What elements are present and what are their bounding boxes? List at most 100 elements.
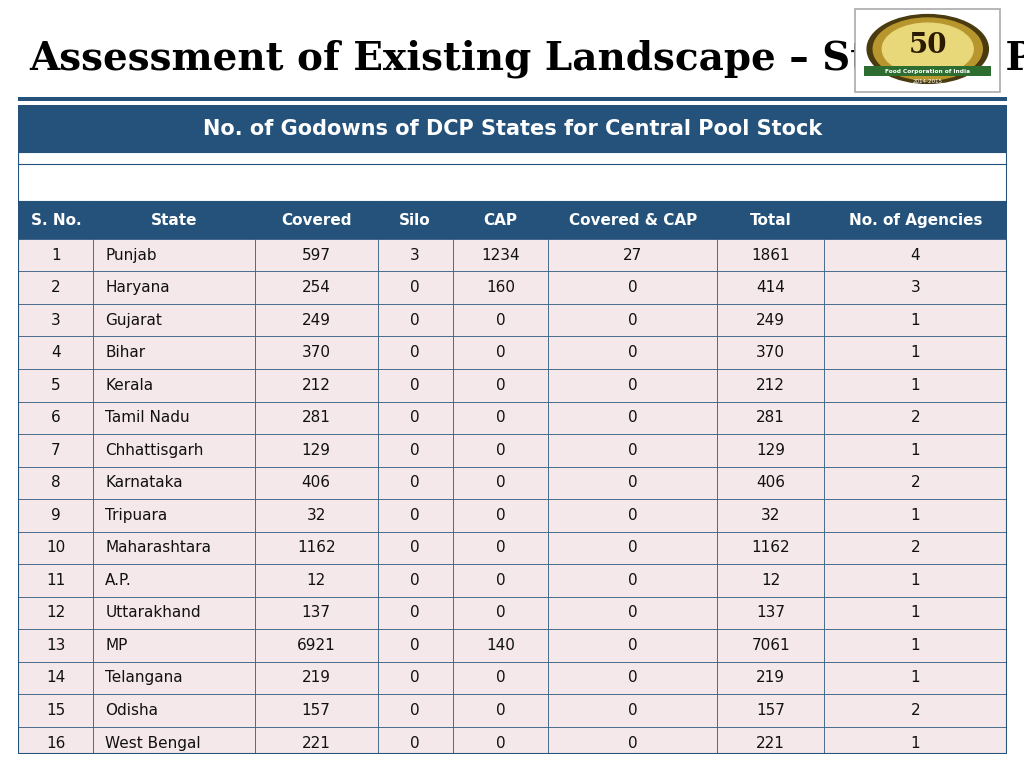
FancyBboxPatch shape	[18, 369, 93, 402]
FancyBboxPatch shape	[93, 531, 255, 564]
Text: 1: 1	[910, 346, 921, 360]
Text: Uttarakhand: Uttarakhand	[105, 605, 201, 621]
Text: 0: 0	[496, 378, 506, 392]
FancyBboxPatch shape	[18, 105, 1007, 152]
Text: Telangana: Telangana	[105, 670, 183, 686]
Text: 1: 1	[910, 638, 921, 653]
Text: 13: 13	[46, 638, 66, 653]
FancyBboxPatch shape	[93, 662, 255, 694]
Text: 281: 281	[302, 410, 331, 425]
FancyBboxPatch shape	[93, 201, 255, 239]
FancyBboxPatch shape	[824, 597, 1007, 629]
FancyBboxPatch shape	[824, 271, 1007, 304]
FancyBboxPatch shape	[378, 201, 453, 239]
FancyBboxPatch shape	[18, 152, 1007, 164]
Text: 137: 137	[757, 605, 785, 621]
FancyBboxPatch shape	[93, 629, 255, 662]
FancyBboxPatch shape	[93, 271, 255, 304]
Text: 219: 219	[302, 670, 331, 686]
FancyBboxPatch shape	[717, 597, 824, 629]
Text: 129: 129	[757, 443, 785, 458]
FancyBboxPatch shape	[549, 434, 717, 467]
FancyBboxPatch shape	[824, 727, 1007, 760]
FancyBboxPatch shape	[378, 499, 453, 531]
Text: 0: 0	[628, 475, 638, 490]
Text: 129: 129	[302, 443, 331, 458]
FancyBboxPatch shape	[93, 727, 255, 760]
Text: 406: 406	[757, 475, 785, 490]
Text: Odisha: Odisha	[105, 703, 159, 718]
FancyBboxPatch shape	[93, 499, 255, 531]
Text: State: State	[151, 213, 198, 227]
FancyBboxPatch shape	[93, 336, 255, 369]
Text: 0: 0	[628, 346, 638, 360]
FancyBboxPatch shape	[453, 271, 549, 304]
FancyBboxPatch shape	[717, 201, 824, 239]
FancyBboxPatch shape	[378, 564, 453, 597]
Text: No. of Godowns of DCP States for Central Pool Stock: No. of Godowns of DCP States for Central…	[203, 118, 822, 138]
FancyBboxPatch shape	[549, 629, 717, 662]
FancyBboxPatch shape	[18, 760, 93, 768]
FancyBboxPatch shape	[717, 727, 824, 760]
Text: 0: 0	[628, 670, 638, 686]
FancyBboxPatch shape	[717, 662, 824, 694]
FancyBboxPatch shape	[549, 336, 717, 369]
FancyBboxPatch shape	[453, 434, 549, 467]
Text: Haryana: Haryana	[105, 280, 170, 295]
FancyBboxPatch shape	[255, 531, 378, 564]
FancyBboxPatch shape	[824, 629, 1007, 662]
FancyBboxPatch shape	[18, 239, 93, 271]
Text: Covered & CAP: Covered & CAP	[568, 213, 697, 227]
Text: Assessment of Existing Landscape – Storage Points: Assessment of Existing Landscape – Stora…	[30, 40, 1024, 78]
FancyBboxPatch shape	[255, 239, 378, 271]
FancyBboxPatch shape	[549, 499, 717, 531]
Text: 0: 0	[411, 313, 420, 328]
FancyBboxPatch shape	[453, 694, 549, 727]
Text: 0: 0	[628, 508, 638, 523]
FancyBboxPatch shape	[378, 694, 453, 727]
Text: West Bengal: West Bengal	[105, 736, 201, 750]
Text: 16: 16	[46, 736, 66, 750]
Text: 1: 1	[910, 573, 921, 588]
Text: Tamil Nadu: Tamil Nadu	[105, 410, 189, 425]
FancyBboxPatch shape	[378, 239, 453, 271]
FancyBboxPatch shape	[93, 402, 255, 434]
FancyBboxPatch shape	[453, 402, 549, 434]
Text: 370: 370	[302, 346, 331, 360]
Text: 597: 597	[302, 247, 331, 263]
Text: 0: 0	[496, 573, 506, 588]
FancyBboxPatch shape	[549, 271, 717, 304]
Circle shape	[867, 15, 988, 84]
Text: Karnataka: Karnataka	[105, 475, 183, 490]
Text: 0: 0	[411, 573, 420, 588]
Text: 11: 11	[46, 573, 66, 588]
Text: No. of Agencies: No. of Agencies	[849, 213, 982, 227]
FancyBboxPatch shape	[549, 694, 717, 727]
FancyBboxPatch shape	[717, 760, 824, 768]
Text: Punjab: Punjab	[105, 247, 157, 263]
FancyBboxPatch shape	[824, 531, 1007, 564]
FancyBboxPatch shape	[824, 467, 1007, 499]
FancyBboxPatch shape	[824, 564, 1007, 597]
FancyBboxPatch shape	[18, 402, 93, 434]
FancyBboxPatch shape	[453, 760, 549, 768]
Text: 254: 254	[302, 280, 331, 295]
FancyBboxPatch shape	[18, 97, 1007, 101]
Text: 2: 2	[910, 541, 921, 555]
Text: 157: 157	[302, 703, 331, 718]
FancyBboxPatch shape	[255, 271, 378, 304]
Text: MP: MP	[105, 638, 128, 653]
FancyBboxPatch shape	[717, 304, 824, 336]
FancyBboxPatch shape	[18, 531, 93, 564]
Text: Bihar: Bihar	[105, 346, 145, 360]
Text: 0: 0	[496, 346, 506, 360]
Text: 2014-2015: 2014-2015	[912, 79, 943, 84]
Text: 0: 0	[496, 703, 506, 718]
FancyBboxPatch shape	[378, 597, 453, 629]
Text: 0: 0	[628, 313, 638, 328]
FancyBboxPatch shape	[453, 304, 549, 336]
FancyBboxPatch shape	[453, 499, 549, 531]
Text: 1861: 1861	[752, 247, 791, 263]
FancyBboxPatch shape	[18, 564, 93, 597]
Text: 0: 0	[628, 573, 638, 588]
